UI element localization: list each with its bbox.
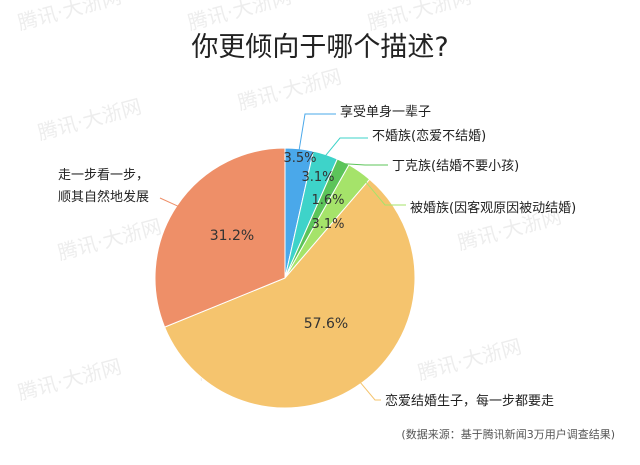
slice-percent-label: 3.1% bbox=[301, 170, 334, 185]
watermark-text: 腾讯·大浙网 bbox=[235, 64, 344, 115]
watermark-text: 腾讯·大浙网 bbox=[15, 354, 124, 405]
slice-category-label: 恋爱结婚生子，每一步都要走 bbox=[385, 393, 554, 409]
slice-percent-label: 31.2% bbox=[210, 228, 254, 244]
percentage-labels: 3.5% 3.1% 1.6% 3.1% 57.6% 31.2% bbox=[210, 151, 348, 332]
slice-percent-label: 3.1% bbox=[311, 217, 344, 232]
leader-line bbox=[358, 172, 406, 206]
leader-line bbox=[342, 163, 388, 166]
slice-percent-label: 3.5% bbox=[283, 151, 316, 166]
slice-percent-label: 57.6% bbox=[304, 316, 348, 332]
slice-category-label: 享受单身一辈子 bbox=[340, 104, 431, 120]
watermark-text: 腾讯·大浙网 bbox=[185, 0, 294, 35]
slice-percent-label: 1.6% bbox=[311, 193, 344, 208]
leader-line bbox=[298, 113, 336, 151]
watermark-text: 腾讯·大浙网 bbox=[365, 0, 474, 35]
slice-category-label: 丁克族(结婚不要小孩) bbox=[392, 158, 519, 174]
leader-lines bbox=[159, 113, 406, 401]
leader-line bbox=[159, 197, 180, 208]
source-note: (数据来源：基于腾讯新闻3万用户调查结果) bbox=[401, 427, 615, 441]
leader-line bbox=[324, 137, 368, 157]
slice-category-label: 顺其自然地发展 bbox=[58, 189, 149, 205]
chart-title: 你更倾向于哪个描述? bbox=[191, 32, 448, 63]
slice-category-label: 不婚族(恋爱不结婚) bbox=[372, 128, 486, 144]
watermark-text: 腾讯·大浙网 bbox=[415, 334, 524, 385]
pie-slices bbox=[154, 147, 416, 409]
slice-category-label: 走一步看一步， bbox=[58, 167, 149, 183]
watermark-text: 腾讯·大浙网 bbox=[55, 214, 164, 265]
leader-line bbox=[359, 381, 381, 401]
watermark-text: 腾讯·大浙网 bbox=[15, 0, 124, 35]
watermark-text: 腾讯·大浙网 bbox=[35, 94, 144, 145]
slice-category-label: 被婚族(因客观原因被动结婚) bbox=[410, 200, 576, 216]
